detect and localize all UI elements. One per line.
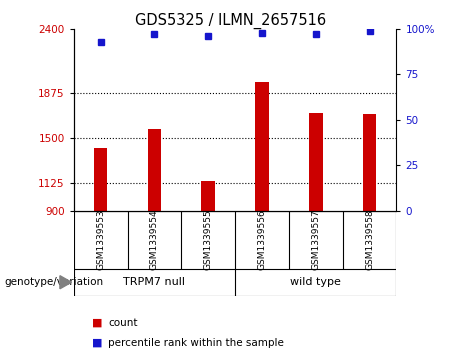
Text: count: count <box>108 318 138 328</box>
Text: wild type: wild type <box>290 277 341 287</box>
Text: GDS5325 / ILMN_2657516: GDS5325 / ILMN_2657516 <box>135 13 326 29</box>
Text: GSM1339557: GSM1339557 <box>311 209 320 270</box>
Bar <box>201 181 215 211</box>
Text: percentile rank within the sample: percentile rank within the sample <box>108 338 284 348</box>
Text: GSM1339554: GSM1339554 <box>150 209 159 270</box>
Text: GSM1339555: GSM1339555 <box>204 209 213 270</box>
Text: TRPM7 null: TRPM7 null <box>124 277 185 287</box>
Bar <box>309 113 323 211</box>
Text: ■: ■ <box>92 338 103 348</box>
Bar <box>255 82 269 211</box>
Bar <box>148 129 161 211</box>
Bar <box>94 148 107 211</box>
Text: ■: ■ <box>92 318 103 328</box>
Text: GSM1339553: GSM1339553 <box>96 209 105 270</box>
Text: genotype/variation: genotype/variation <box>5 277 104 287</box>
Text: GSM1339558: GSM1339558 <box>365 209 374 270</box>
Text: GSM1339556: GSM1339556 <box>258 209 266 270</box>
Bar <box>363 114 376 211</box>
